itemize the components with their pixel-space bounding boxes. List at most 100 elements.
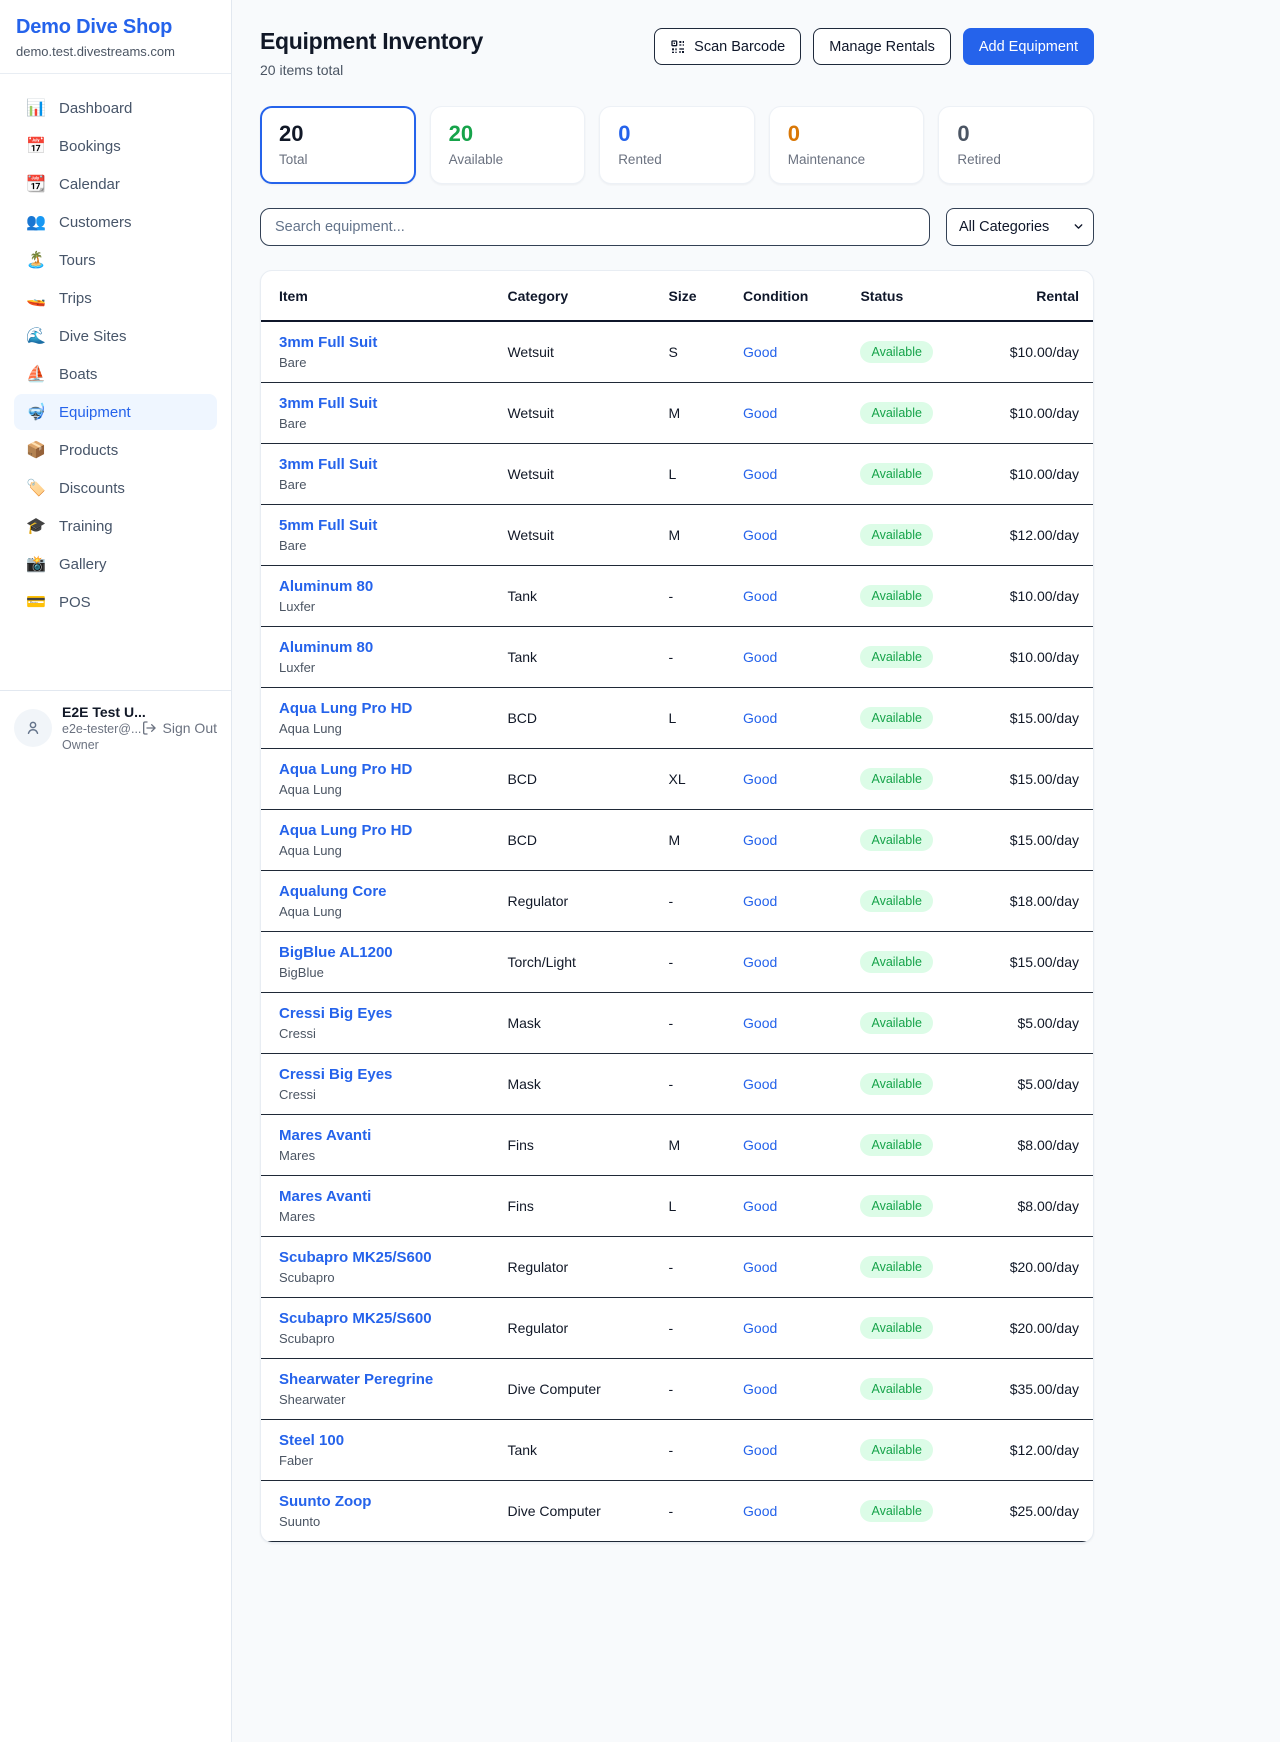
sidebar-item-dive-sites[interactable]: 🌊 Dive Sites	[14, 318, 217, 354]
sidebar-item-boats[interactable]: ⛵ Boats	[14, 356, 217, 392]
search-input[interactable]	[260, 208, 930, 246]
sidebar-item-pos[interactable]: 💳 POS	[14, 584, 217, 620]
sidebar-item-customers[interactable]: 👥 Customers	[14, 204, 217, 240]
stat-card-rented[interactable]: 0 Rented	[599, 106, 755, 184]
item-size: M	[668, 404, 681, 421]
stat-label: Total	[279, 152, 308, 167]
people-icon: 👥	[26, 214, 46, 231]
condition-link[interactable]: Good	[743, 1136, 778, 1153]
item-size: -	[668, 892, 674, 909]
item-size: -	[668, 648, 674, 665]
condition-link[interactable]: Good	[743, 1319, 778, 1336]
add-equipment-button[interactable]: Add Equipment	[962, 28, 1094, 65]
item-name-link[interactable]: Scubapro MK25/S600	[279, 1248, 432, 1266]
item-size: M	[668, 831, 681, 848]
tear-off-calendar-icon: 📆	[26, 176, 46, 193]
item-name-link[interactable]: Shearwater Peregrine	[279, 1370, 434, 1388]
item-name-link[interactable]: 3mm Full Suit	[279, 333, 378, 351]
condition-link[interactable]: Good	[743, 770, 778, 787]
status-badge: Available	[860, 401, 933, 424]
item-name-link[interactable]: Suunto Zoop	[279, 1492, 372, 1510]
sidebar-item-label: Dive Sites	[59, 327, 127, 345]
item-name-link[interactable]: Cressi Big Eyes	[279, 1004, 393, 1022]
sidebar-item-training[interactable]: 🎓 Training	[14, 508, 217, 544]
stat-card-retired[interactable]: 0 Retired	[938, 106, 1094, 184]
tag-icon: 🏷️	[26, 480, 46, 497]
item-name-link[interactable]: Mares Avanti	[279, 1187, 372, 1205]
condition-link[interactable]: Good	[743, 831, 778, 848]
scan-barcode-button[interactable]: Scan Barcode	[654, 28, 802, 65]
condition-link[interactable]: Good	[743, 1258, 778, 1275]
item-name-link[interactable]: Aqua Lung Pro HD	[279, 821, 413, 839]
sign-out-button[interactable]: Sign Out	[141, 720, 217, 736]
stat-card-maintenance[interactable]: 0 Maintenance	[768, 106, 925, 184]
rental-price: $10.00/day	[1009, 587, 1079, 604]
user-name: E2E Test U...	[62, 704, 146, 720]
category-select-wrap: All Categories	[946, 208, 1094, 246]
condition-link[interactable]: Good	[743, 648, 778, 665]
user-role: Owner	[62, 738, 99, 752]
category-select[interactable]: All Categories	[946, 208, 1094, 246]
item-name-link[interactable]: 5mm Full Suit	[279, 516, 378, 534]
header-actions: Scan Barcode Manage Rentals Add Equipmen…	[654, 28, 1094, 65]
condition-link[interactable]: Good	[743, 1441, 778, 1458]
sidebar-item-equipment[interactable]: 🤿 Equipment	[14, 394, 217, 430]
item-name-link[interactable]: BigBlue AL1200	[279, 943, 393, 961]
condition-link[interactable]: Good	[743, 526, 778, 543]
item-category: BCD	[507, 770, 538, 787]
item-size: -	[668, 1014, 674, 1031]
sidebar-item-bookings[interactable]: 📅 Bookings	[14, 128, 217, 164]
item-name-link[interactable]: Scubapro MK25/S600	[279, 1309, 432, 1327]
sidebar-item-label: Calendar	[59, 175, 120, 193]
condition-link[interactable]: Good	[743, 1197, 778, 1214]
sidebar-item-discounts[interactable]: 🏷️ Discounts	[14, 470, 217, 506]
condition-link[interactable]: Good	[743, 1075, 778, 1092]
condition-link[interactable]: Good	[743, 404, 778, 421]
manage-rentals-button[interactable]: Manage Rentals	[813, 28, 951, 65]
column-header-condition: Condition	[743, 271, 861, 322]
status-badge: Available	[860, 1377, 933, 1400]
item-name-link[interactable]: Mares Avanti	[279, 1126, 372, 1144]
condition-link[interactable]: Good	[743, 953, 778, 970]
table-row: Aqua Lung Pro HD Aqua Lung BCD M Good Availab…	[261, 809, 1093, 870]
condition-link[interactable]: Good	[743, 709, 778, 726]
item-name-link[interactable]: Aqua Lung Pro HD	[279, 760, 413, 778]
sidebar-nav: 📊 Dashboard 📅 Bookings 📆 Calendar 👥 Customers 🏝️…	[0, 74, 231, 622]
sidebar-item-calendar[interactable]: 📆 Calendar	[14, 166, 217, 202]
sidebar-item-trips[interactable]: 🚤 Trips	[14, 280, 217, 316]
sidebar-item-dashboard[interactable]: 📊 Dashboard	[14, 90, 217, 126]
stat-label: Available	[448, 152, 504, 167]
item-name-link[interactable]: Aluminum 80	[279, 638, 374, 656]
condition-link[interactable]: Good	[743, 465, 778, 482]
item-name-link[interactable]: Aluminum 80	[279, 577, 374, 595]
item-name-link[interactable]: Aqualung Core	[279, 882, 387, 900]
item-name-link[interactable]: Steel 100	[279, 1431, 345, 1449]
condition-link[interactable]: Good	[743, 892, 778, 909]
status-badge: Available	[860, 1011, 933, 1034]
condition-link[interactable]: Good	[743, 587, 778, 604]
item-name-link[interactable]: 3mm Full Suit	[279, 455, 378, 473]
item-brand: Aqua Lung	[279, 842, 342, 858]
brand-name[interactable]: Demo Dive Shop	[16, 16, 173, 38]
condition-link[interactable]: Good	[743, 1502, 778, 1519]
item-name-link[interactable]: Aqua Lung Pro HD	[279, 699, 413, 717]
item-name-link[interactable]: Cressi Big Eyes	[279, 1065, 393, 1083]
sidebar-item-products[interactable]: 📦 Products	[14, 432, 217, 468]
item-category: Fins	[507, 1197, 534, 1214]
item-name-link[interactable]: 3mm Full Suit	[279, 394, 378, 412]
item-size: S	[668, 343, 678, 360]
rental-price: $8.00/day	[1017, 1136, 1080, 1153]
condition-link[interactable]: Good	[743, 1014, 778, 1031]
condition-link[interactable]: Good	[743, 343, 778, 360]
item-size: XL	[668, 770, 686, 787]
stat-card-available[interactable]: 20 Available	[429, 106, 586, 184]
sidebar-item-tours[interactable]: 🏝️ Tours	[14, 242, 217, 278]
status-badge: Available	[860, 462, 933, 485]
item-category: Tank	[507, 587, 538, 604]
condition-link[interactable]: Good	[743, 1380, 778, 1397]
table-row: Mares Avanti Mares Fins L Good Available $8.00…	[261, 1175, 1093, 1236]
rental-price: $25.00/day	[1009, 1502, 1079, 1519]
status-badge: Available	[860, 1499, 933, 1522]
stat-card-total[interactable]: 20 Total	[260, 106, 416, 184]
sidebar-item-gallery[interactable]: 📸 Gallery	[14, 546, 217, 582]
